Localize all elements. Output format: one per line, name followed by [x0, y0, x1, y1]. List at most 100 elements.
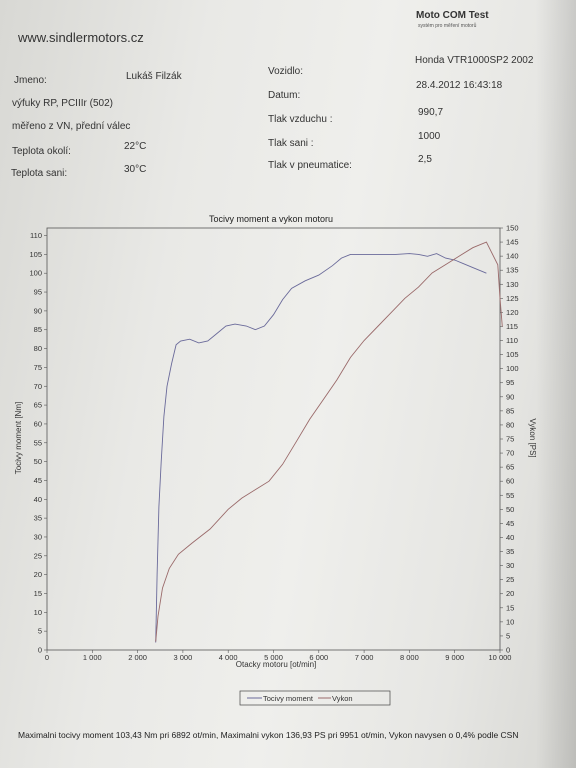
y2-tick-label: 125: [506, 294, 519, 303]
y2-tick-label: 30: [506, 561, 514, 570]
y-tick-label: 55: [34, 438, 42, 447]
y-tick-label: 95: [34, 288, 42, 297]
legend-label-power: Vykon: [332, 694, 353, 703]
tlak-pneu-value: 2,5: [418, 154, 432, 165]
x-axis-label: Otacky motoru [ot/min]: [236, 660, 316, 669]
y2-tick-label: 45: [506, 519, 514, 528]
y-tick-label: 110: [30, 231, 42, 240]
y-tick-label: 35: [34, 514, 42, 523]
y-tick-label: 100: [29, 269, 42, 278]
summary-footer: Maximalni tocivy moment 103,43 Nm pri 68…: [18, 730, 519, 740]
x-tick-label: 6 000: [309, 653, 328, 662]
y2-tick-label: 10: [506, 617, 514, 626]
tlak-pneu-label: Tlak v pneumatice:: [268, 160, 352, 171]
y2-tick-label: 120: [506, 308, 519, 317]
y-tick-label: 80: [34, 344, 42, 353]
y-tick-label: 70: [34, 382, 42, 391]
y-tick-label: 20: [34, 570, 42, 579]
website-url: www.sindlermotors.cz: [18, 30, 144, 45]
y-tick-label: 30: [34, 532, 42, 541]
y2-tick-label: 35: [506, 547, 514, 556]
y2-tick-label: 90: [506, 392, 514, 401]
y2-tick-label: 60: [506, 477, 514, 486]
teplota-sani-value: 30°C: [124, 164, 147, 175]
y2-tick-label: 130: [506, 280, 519, 289]
page-shadow: [536, 0, 576, 768]
tlak-vzduchu-label: Tlak vzduchu :: [268, 114, 333, 125]
tlak-sani-value: 1000: [418, 131, 441, 142]
y2-tick-label: 75: [506, 435, 514, 444]
x-tick-label: 3 000: [174, 653, 193, 662]
y-tick-label: 85: [34, 325, 42, 334]
legend-box: [239, 690, 391, 706]
teplota-okoli-label: Teplota okolí:: [12, 146, 71, 157]
y2-tick-label: 95: [506, 378, 514, 387]
y-tick-label: 65: [34, 401, 42, 410]
y-tick-label: 0: [38, 646, 42, 655]
y2-tick-label: 100: [506, 364, 519, 373]
y2-tick-label: 55: [506, 491, 514, 500]
y2-tick-label: 40: [506, 533, 514, 542]
y-tick-label: 50: [34, 457, 42, 466]
y2-tick-label: 70: [506, 449, 514, 458]
x-tick-label: 7 000: [355, 653, 374, 662]
vozidlo-value: Honda VTR1000SP2 2002: [415, 55, 534, 66]
x-tick-label: 0: [45, 653, 49, 662]
y2-tick-label: 50: [506, 505, 514, 514]
torque-curve: [155, 253, 487, 643]
y-tick-label: 75: [34, 363, 42, 372]
y2-tick-label: 15: [506, 603, 514, 612]
plot-area: [46, 227, 501, 651]
jmeno-label: Jmeno:: [14, 75, 47, 86]
y-axis-label: Tocivy moment [Nm]: [14, 402, 23, 474]
y2-tick-label: 20: [506, 589, 514, 598]
y2-tick-label: 80: [506, 420, 514, 429]
legend-label-torque: Tocivy moment: [263, 694, 314, 703]
y2-tick-label: 5: [506, 631, 510, 640]
y2-tick-label: 150: [506, 224, 519, 233]
y-tick-label: 15: [34, 589, 42, 598]
x-tick-label: 5 000: [264, 653, 283, 662]
y-tick-label: 60: [34, 419, 42, 428]
y2-tick-label: 25: [506, 575, 514, 584]
y-tick-label: 5: [38, 627, 42, 636]
y2-tick-label: 135: [506, 266, 519, 275]
y2-tick-label: 0: [506, 646, 510, 655]
teplota-sani-label: Teplota sani:: [11, 168, 68, 179]
x-tick-label: 10 000: [489, 653, 512, 662]
teplota-okoli-value: 22°C: [124, 141, 147, 152]
chart-title: Tocivy moment a vykon motoru: [209, 214, 333, 224]
y-tick-label: 90: [34, 306, 42, 315]
y2-tick-label: 105: [506, 350, 519, 359]
vozidlo-label: Vozidlo:: [268, 66, 304, 77]
y-tick-label: 105: [29, 250, 42, 259]
y2-tick-label: 110: [506, 336, 518, 345]
y2-tick-label: 115: [506, 322, 518, 331]
x-tick-label: 2 000: [128, 653, 147, 662]
power-curve: [155, 241, 503, 642]
y2-axis-label: Vykon [PS]: [528, 418, 537, 457]
y2-tick-label: 85: [506, 406, 514, 415]
legend: Tocivy moment Vykon: [239, 690, 391, 706]
x-tick-label: 1 000: [83, 653, 102, 662]
x-tick-label: 9 000: [445, 653, 464, 662]
jmeno-value: Lukáš Filzák: [126, 71, 182, 82]
exhaust-note: výfuky RP, PCIIIr (502): [12, 98, 113, 109]
y-tick-label: 25: [34, 551, 42, 560]
x-tick-label: 8 000: [400, 653, 419, 662]
y-tick-label: 45: [34, 476, 42, 485]
x-tick-label: 4 000: [219, 653, 238, 662]
y-tick-label: 10: [34, 608, 42, 617]
datum-label: Datum:: [268, 90, 301, 101]
brand-subtitle: systém pro měření motorů: [418, 23, 477, 29]
y2-tick-label: 65: [506, 463, 514, 472]
datum-value: 28.4.2012 16:43:18: [416, 80, 503, 91]
measurement-note: měřeno z VN, přední válec: [12, 121, 131, 132]
y-tick-label: 40: [34, 495, 42, 504]
tlak-sani-label: Tlak sani :: [268, 138, 314, 149]
y2-tick-label: 145: [506, 238, 519, 247]
y2-tick-label: 140: [506, 252, 519, 261]
tlak-vzduchu-value: 990,7: [418, 107, 444, 118]
